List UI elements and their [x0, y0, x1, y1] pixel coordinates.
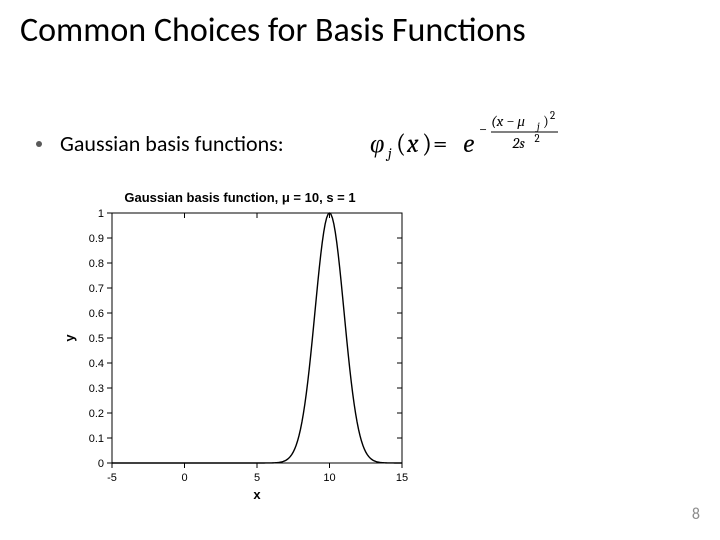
- svg-text:2: 2: [550, 109, 555, 122]
- svg-text:-5: -5: [107, 472, 117, 484]
- slide: Common Choices for Basis Functions Gauss…: [0, 0, 720, 540]
- svg-text:0.2: 0.2: [89, 408, 104, 420]
- svg-text:0.1: 0.1: [89, 433, 104, 445]
- svg-text:x: x: [406, 129, 419, 159]
- svg-text:y: y: [62, 334, 77, 342]
- svg-text:0.9: 0.9: [89, 233, 104, 245]
- svg-text:5: 5: [254, 472, 260, 484]
- svg-text:2: 2: [535, 132, 540, 145]
- svg-text:0.3: 0.3: [89, 383, 104, 395]
- gaussian-chart: Gaussian basis function, μ = 10, s = 1 0…: [60, 190, 420, 520]
- svg-text:x: x: [253, 487, 261, 502]
- svg-text:(x − μ: (x − μ: [491, 112, 525, 130]
- svg-text:1: 1: [98, 208, 104, 220]
- bullet-dot-icon: [36, 141, 42, 147]
- svg-text:10: 10: [323, 472, 335, 484]
- gaussian-formula: φj(x) = e−(x − μj)22s2: [370, 106, 690, 180]
- svg-text:0.8: 0.8: [89, 258, 104, 270]
- svg-text:0: 0: [98, 458, 104, 470]
- svg-text:2s: 2s: [512, 134, 526, 152]
- svg-text:0: 0: [181, 472, 187, 484]
- svg-text:0.4: 0.4: [89, 358, 104, 370]
- svg-text:0.6: 0.6: [89, 308, 104, 320]
- svg-text:0.5: 0.5: [89, 333, 104, 345]
- bullet-row: Gaussian basis functions:: [36, 130, 284, 157]
- page-number: 8: [692, 505, 700, 524]
- svg-text:0.7: 0.7: [89, 283, 104, 295]
- page-title: Common Choices for Basis Functions: [20, 10, 700, 51]
- bullet-text: Gaussian basis functions:: [60, 130, 284, 157]
- svg-text:15: 15: [396, 472, 408, 484]
- svg-text:e: e: [463, 129, 474, 159]
- svg-text:): ): [422, 129, 432, 159]
- svg-text:φ: φ: [370, 129, 384, 159]
- chart-title: Gaussian basis function, μ = 10, s = 1: [60, 190, 420, 205]
- svg-text:=: =: [433, 129, 447, 159]
- svg-text:−: −: [479, 120, 487, 138]
- svg-text:): ): [543, 112, 549, 130]
- svg-text:j: j: [385, 144, 392, 162]
- formula-svg: φj(x) = e−(x − μj)22s2: [370, 106, 690, 176]
- svg-text:(: (: [396, 129, 406, 159]
- chart-svg: 00.10.20.30.40.50.60.70.80.91-5051015xy: [60, 205, 420, 515]
